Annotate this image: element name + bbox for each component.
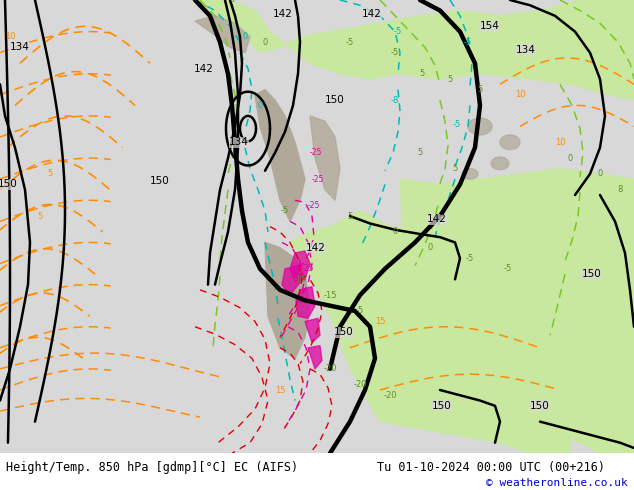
Polygon shape <box>310 116 340 200</box>
Text: 134: 134 <box>516 45 536 54</box>
Text: 15: 15 <box>275 386 285 394</box>
Polygon shape <box>282 266 300 295</box>
Text: 0: 0 <box>597 170 603 178</box>
Text: 5: 5 <box>477 85 482 94</box>
Text: 150: 150 <box>334 327 354 337</box>
Polygon shape <box>195 0 634 100</box>
Ellipse shape <box>462 169 478 179</box>
Text: 8: 8 <box>618 185 623 194</box>
Polygon shape <box>195 16 250 53</box>
Text: 150: 150 <box>150 176 170 186</box>
Text: 5: 5 <box>419 69 425 78</box>
Text: 154: 154 <box>480 22 500 31</box>
Text: 150: 150 <box>0 179 18 190</box>
Text: 10: 10 <box>515 90 525 99</box>
Polygon shape <box>308 346 322 369</box>
Text: Height/Temp. 850 hPa [gdmp][°C] EC (AIFS): Height/Temp. 850 hPa [gdmp][°C] EC (AIFS… <box>6 461 299 474</box>
Text: -5: -5 <box>453 120 461 129</box>
Text: -5: -5 <box>464 38 472 47</box>
Text: -5: -5 <box>346 38 354 47</box>
Text: -20: -20 <box>383 391 397 400</box>
Text: 0: 0 <box>392 227 398 236</box>
Text: 5: 5 <box>347 212 353 220</box>
Text: 5: 5 <box>453 164 458 173</box>
Polygon shape <box>305 318 320 343</box>
Text: 15: 15 <box>375 317 385 326</box>
Text: 10: 10 <box>555 138 566 147</box>
Polygon shape <box>400 169 634 453</box>
Text: 0: 0 <box>242 32 248 41</box>
Text: Tu 01-10-2024 00:00 UTC (00+216): Tu 01-10-2024 00:00 UTC (00+216) <box>377 461 605 474</box>
Text: 5: 5 <box>48 170 53 178</box>
Ellipse shape <box>491 157 509 170</box>
Text: -8: -8 <box>391 96 399 105</box>
Ellipse shape <box>468 118 492 135</box>
Polygon shape <box>265 243 310 358</box>
Text: 150: 150 <box>432 401 452 411</box>
Text: 134: 134 <box>229 137 249 147</box>
Text: 5: 5 <box>37 212 42 220</box>
Text: 134: 134 <box>10 43 30 52</box>
Text: -5: -5 <box>356 306 364 316</box>
Text: 0: 0 <box>427 243 432 252</box>
Polygon shape <box>296 287 315 318</box>
Text: 0: 0 <box>230 0 235 4</box>
Text: 142: 142 <box>362 9 382 19</box>
Text: 142: 142 <box>273 9 293 19</box>
Polygon shape <box>290 251 310 281</box>
Text: 0: 0 <box>257 101 262 110</box>
Text: 142: 142 <box>194 64 214 74</box>
Text: -5: -5 <box>504 264 512 273</box>
Text: 5: 5 <box>417 148 423 157</box>
Text: 150: 150 <box>582 269 602 279</box>
Text: -25: -25 <box>308 201 320 210</box>
Text: 5: 5 <box>448 74 453 84</box>
Text: -15: -15 <box>294 275 307 284</box>
Text: 150: 150 <box>325 95 345 105</box>
Ellipse shape <box>500 135 520 149</box>
Text: 0: 0 <box>262 38 268 47</box>
Text: © weatheronline.co.uk: © weatheronline.co.uk <box>486 478 628 489</box>
Text: 142: 142 <box>427 214 447 224</box>
Text: -5: -5 <box>466 254 474 263</box>
Text: 0: 0 <box>567 153 573 163</box>
Polygon shape <box>290 211 570 453</box>
Text: 10: 10 <box>4 32 15 41</box>
Text: -25: -25 <box>302 264 314 273</box>
Text: 150: 150 <box>530 401 550 411</box>
Text: -5: -5 <box>391 48 399 57</box>
Text: -15: -15 <box>323 291 337 300</box>
Polygon shape <box>255 90 305 221</box>
Text: -25: -25 <box>312 175 324 184</box>
Text: -5: -5 <box>281 206 289 215</box>
Text: 142: 142 <box>306 243 326 253</box>
Text: -25: -25 <box>310 148 322 157</box>
Text: -5: -5 <box>394 27 402 36</box>
Text: -20: -20 <box>353 380 366 389</box>
Text: -20: -20 <box>323 365 337 373</box>
